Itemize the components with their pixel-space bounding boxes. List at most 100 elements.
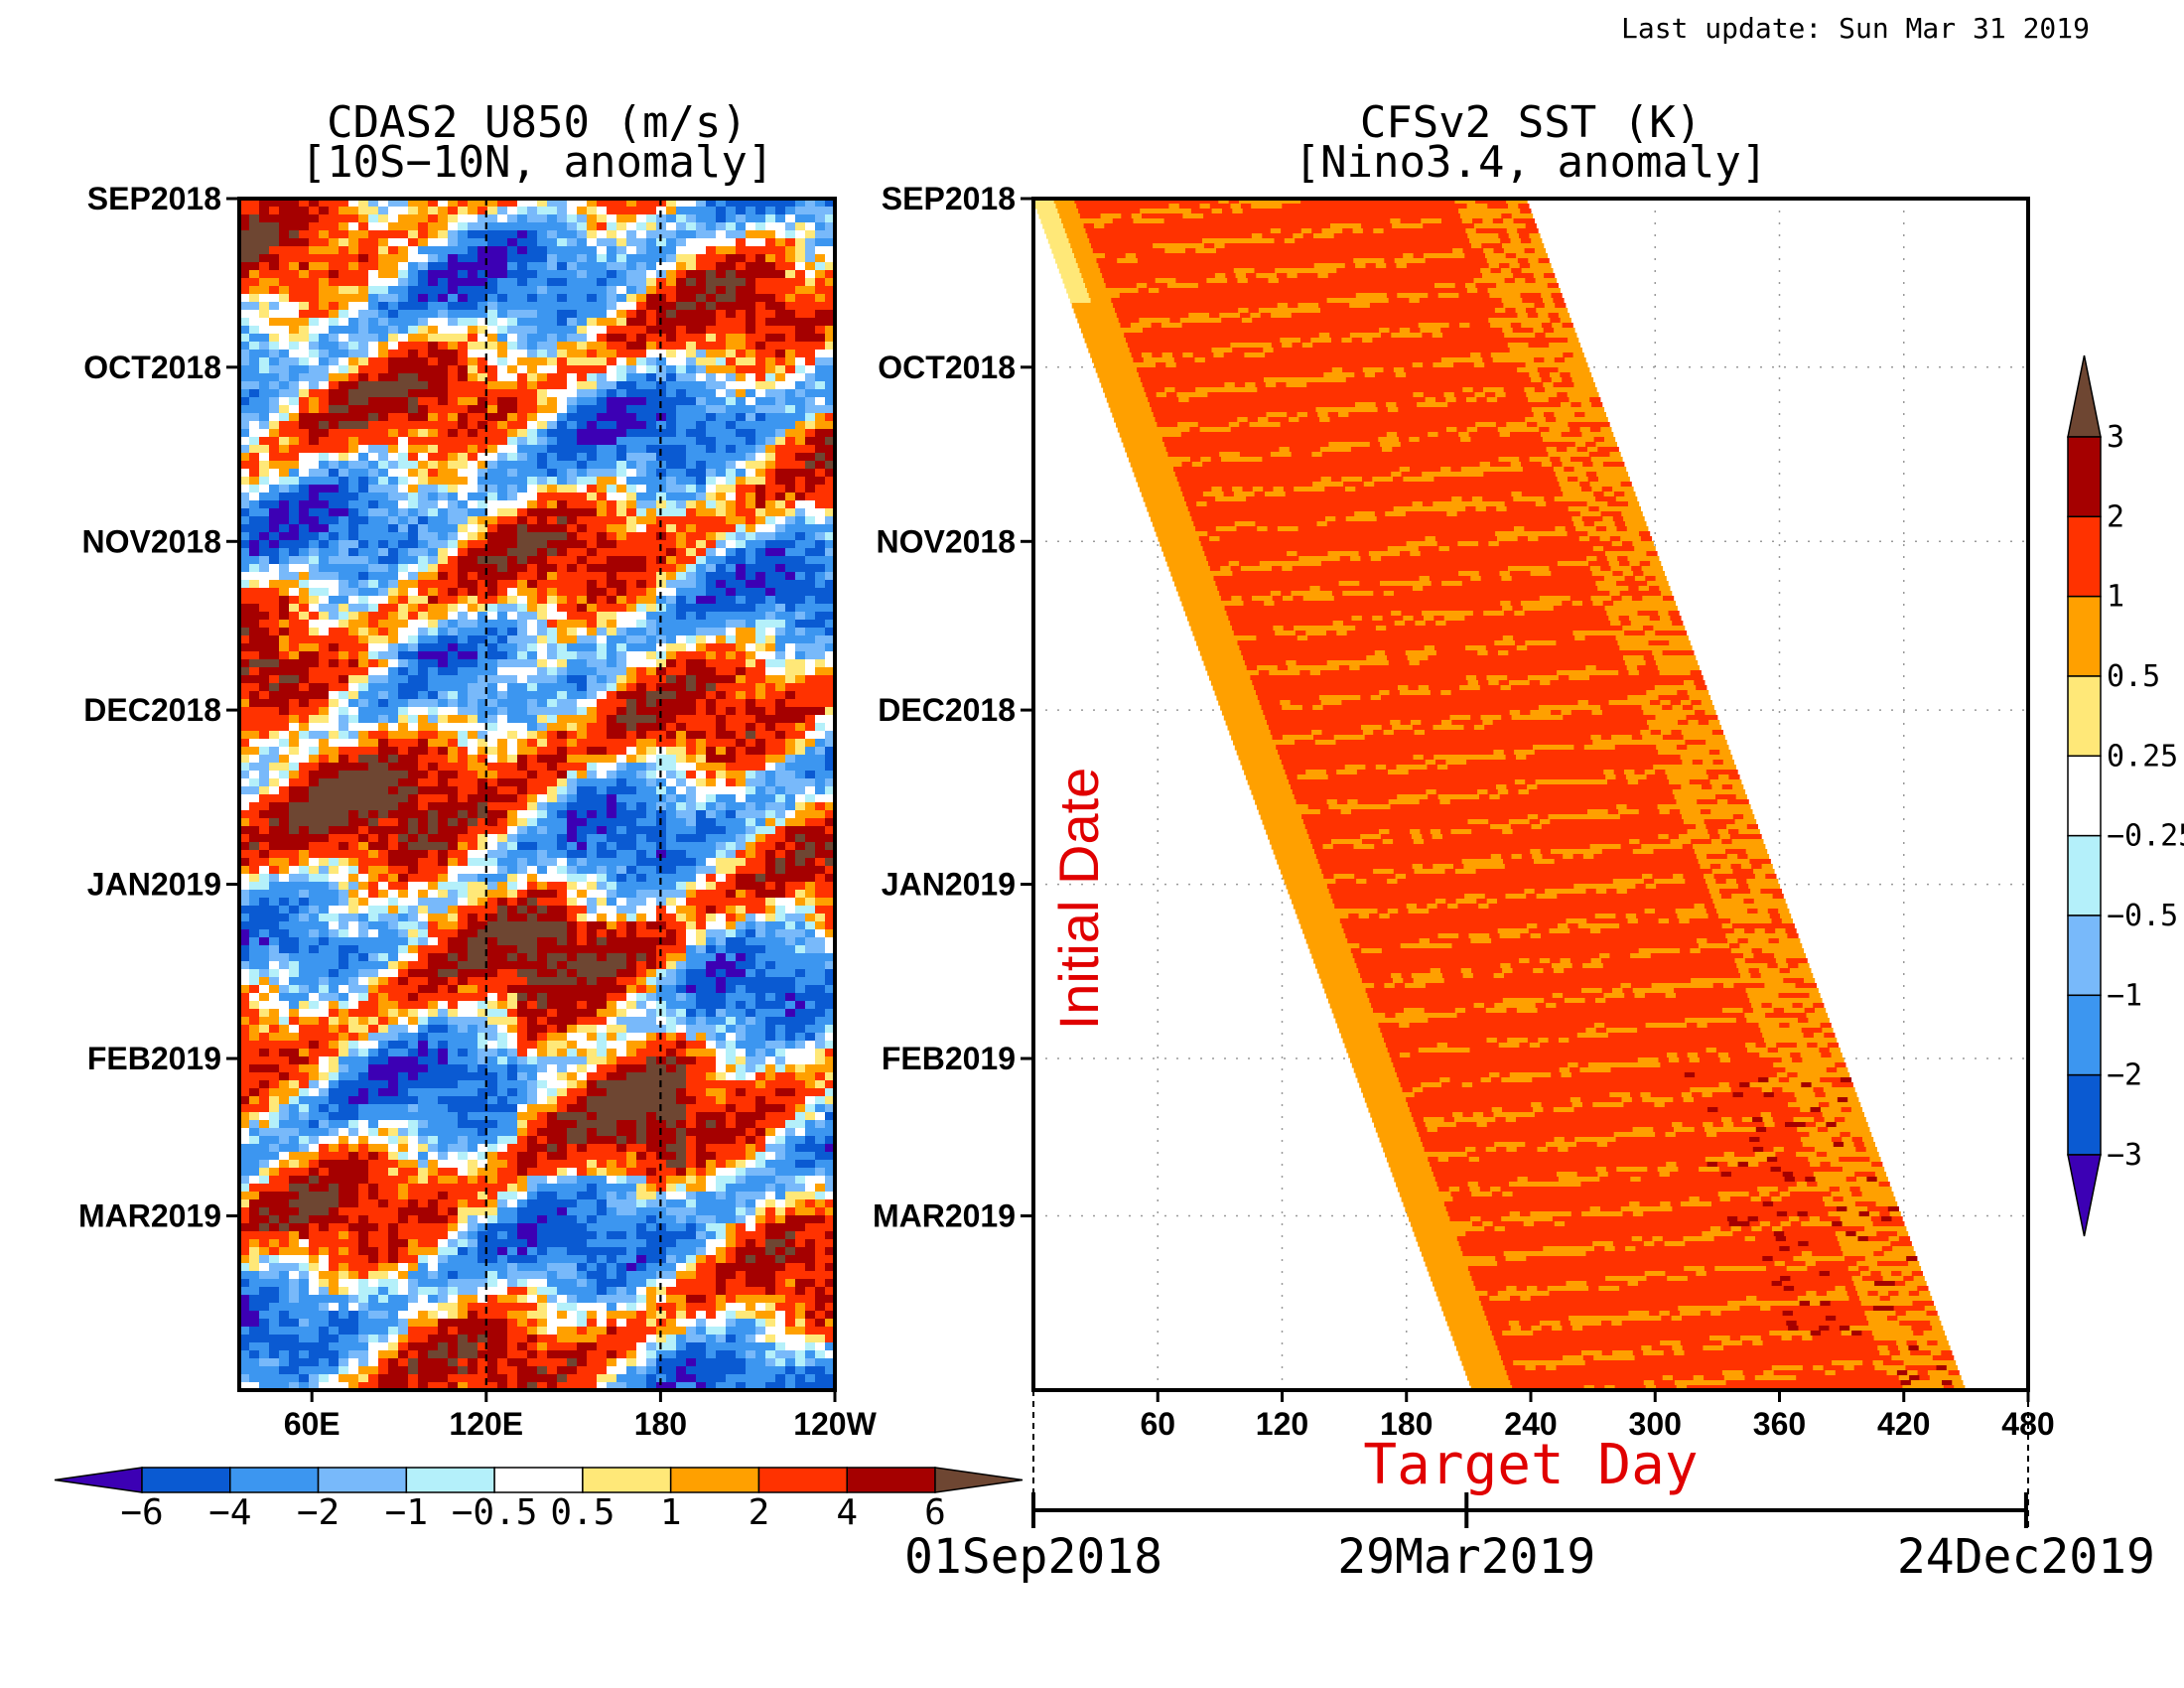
u850-cell bbox=[259, 310, 270, 319]
u850-cell bbox=[239, 500, 250, 509]
u850-cell bbox=[398, 604, 409, 613]
u850-cell bbox=[736, 643, 747, 652]
u850-cell bbox=[775, 437, 786, 446]
u850-cell bbox=[716, 763, 727, 772]
u850-cell bbox=[696, 453, 707, 462]
u850-cell bbox=[547, 548, 558, 557]
u850-cell bbox=[825, 469, 835, 478]
u850-cell bbox=[259, 572, 270, 581]
u850-cell bbox=[289, 326, 300, 335]
u850-cell bbox=[279, 238, 290, 247]
u850-cell bbox=[448, 532, 459, 541]
u850-cell bbox=[517, 778, 528, 787]
u850-cell bbox=[339, 683, 349, 692]
u850-cell bbox=[825, 246, 835, 255]
u850-cell bbox=[537, 278, 548, 287]
u850-cell bbox=[388, 246, 399, 255]
u850-cell bbox=[497, 683, 508, 692]
u850-cell bbox=[319, 516, 330, 525]
u850-cell bbox=[775, 747, 786, 756]
u850-cell bbox=[468, 651, 478, 660]
u850-cell bbox=[378, 207, 389, 215]
u850-cell bbox=[329, 294, 340, 303]
u850-cell bbox=[676, 469, 687, 478]
u850-cell bbox=[458, 350, 469, 358]
u850-cell bbox=[448, 397, 459, 406]
u850-cell bbox=[746, 612, 756, 621]
u850-cell bbox=[815, 667, 826, 676]
u850-cell bbox=[676, 755, 687, 764]
u850-cell bbox=[706, 246, 717, 255]
u850-cell bbox=[765, 715, 776, 724]
u850-cell bbox=[577, 739, 588, 748]
u850-cell bbox=[765, 389, 776, 398]
u850-cell bbox=[368, 421, 379, 430]
u850-cell bbox=[438, 286, 449, 295]
u850-cell bbox=[765, 794, 776, 803]
u850-cell bbox=[309, 620, 320, 629]
u850-cell bbox=[478, 675, 488, 684]
u850-cell bbox=[398, 214, 409, 223]
u850-cell bbox=[765, 246, 776, 255]
u850-cell bbox=[666, 675, 677, 684]
u850-cell bbox=[388, 810, 399, 819]
u850-cell bbox=[527, 207, 538, 215]
u850-cell bbox=[706, 667, 717, 676]
u850-cell bbox=[825, 318, 835, 327]
u850-cell bbox=[706, 389, 717, 398]
u850-cell bbox=[527, 469, 538, 478]
u850-cell bbox=[448, 286, 459, 295]
u850-cell bbox=[646, 572, 657, 581]
u850-cell bbox=[616, 262, 627, 271]
u850-cell bbox=[676, 826, 687, 835]
u850-cell bbox=[497, 365, 508, 374]
u850-cell bbox=[547, 580, 558, 589]
u850-cell bbox=[517, 731, 528, 740]
u850-cell bbox=[329, 286, 340, 295]
u850-cell bbox=[249, 691, 260, 700]
u850-cell bbox=[626, 342, 637, 351]
u850-cell bbox=[815, 238, 826, 247]
u850-cell bbox=[656, 405, 667, 414]
u850-cell bbox=[239, 651, 250, 660]
u850-cell bbox=[358, 357, 369, 366]
u850-cell bbox=[309, 485, 320, 493]
u850-cell bbox=[696, 826, 707, 835]
u850-cell bbox=[805, 278, 816, 287]
u850-cell bbox=[329, 326, 340, 335]
u850-cell bbox=[666, 588, 677, 597]
u850-cell bbox=[736, 469, 747, 478]
u850-cell bbox=[616, 786, 627, 795]
u850-cell bbox=[755, 818, 766, 827]
u850-cell bbox=[507, 429, 518, 438]
u850-cell bbox=[497, 318, 508, 327]
u850-cell bbox=[527, 397, 538, 406]
u850-cell bbox=[626, 532, 637, 541]
u850-cell bbox=[438, 556, 449, 565]
u850-cell bbox=[418, 834, 429, 843]
u850-cell bbox=[339, 199, 349, 208]
u850-cell bbox=[755, 318, 766, 327]
u850-cell bbox=[299, 548, 310, 557]
u850-cell bbox=[726, 238, 737, 247]
u850-cell bbox=[666, 635, 677, 644]
u850-cell bbox=[428, 230, 439, 239]
u850-cell bbox=[378, 651, 389, 660]
u850-cell bbox=[785, 691, 796, 700]
u850-cell bbox=[646, 635, 657, 644]
u850-cell bbox=[686, 731, 697, 740]
u850-cell bbox=[517, 421, 528, 430]
u850-cell bbox=[577, 286, 588, 295]
u850-cell bbox=[765, 651, 776, 660]
u850-cell bbox=[527, 429, 538, 438]
u850-cell bbox=[795, 238, 806, 247]
u850-cell bbox=[487, 453, 498, 462]
u850-cell bbox=[368, 834, 379, 843]
u850-cell bbox=[507, 810, 518, 819]
u850-cell bbox=[815, 794, 826, 803]
u850-cell bbox=[616, 604, 627, 613]
u850-cell bbox=[666, 350, 677, 358]
u850-cell bbox=[249, 342, 260, 351]
u850-cell bbox=[676, 707, 687, 716]
u850-cell bbox=[537, 794, 548, 803]
